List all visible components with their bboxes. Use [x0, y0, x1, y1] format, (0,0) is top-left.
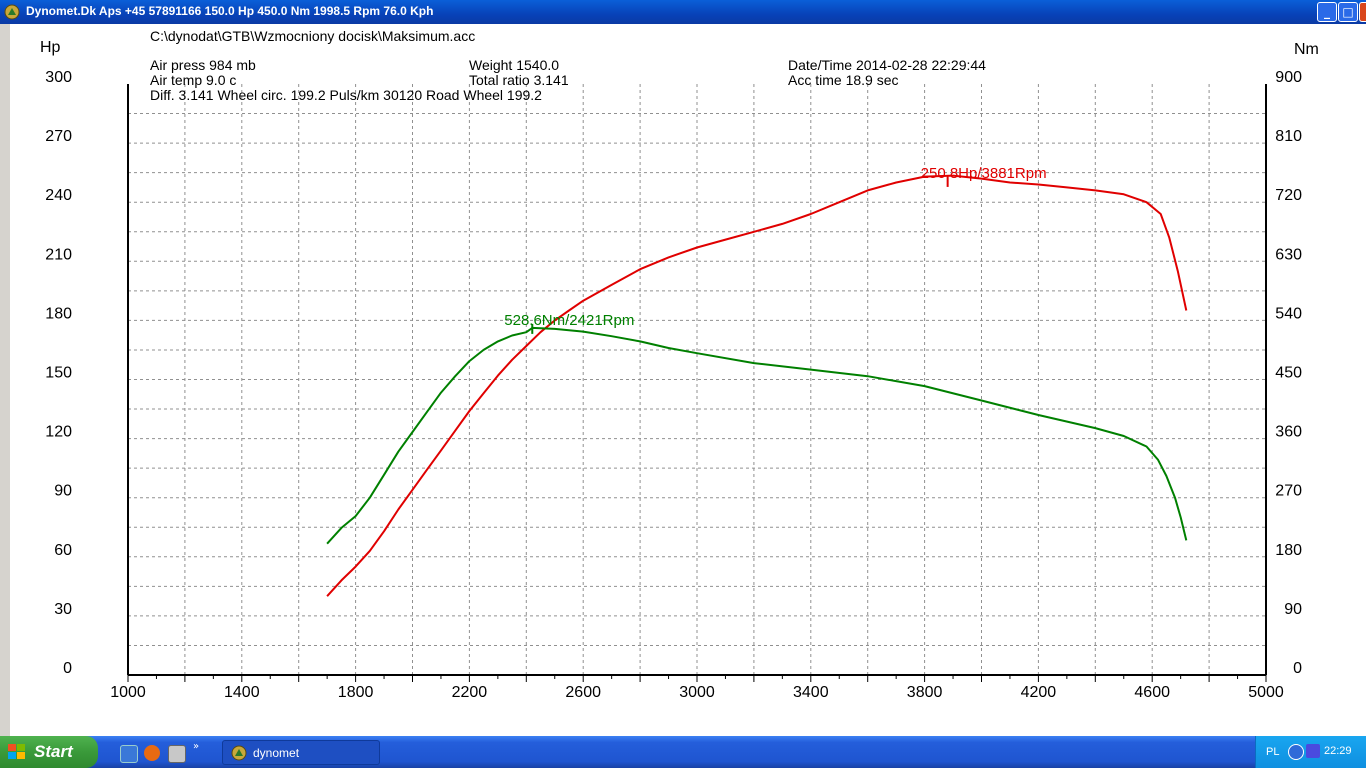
y-left-tick-label: 150 [45, 365, 72, 382]
taskbar [0, 736, 1366, 768]
chevron-expand-icon[interactable]: » [193, 741, 200, 752]
dynomet-icon [231, 745, 247, 761]
taskbar-item-label: dynomet [253, 746, 300, 760]
minimize-button[interactable]: _ [1317, 2, 1337, 22]
app-icon [4, 4, 20, 20]
y-right-tick-label: 810 [1275, 128, 1302, 145]
y-left-tick-label: 180 [45, 305, 72, 322]
y-right-tick-label: 720 [1275, 187, 1302, 204]
windows-flag-icon [8, 744, 25, 759]
firefox-icon[interactable] [144, 745, 160, 761]
help-icon[interactable] [1288, 744, 1304, 760]
show-desktop-icon[interactable] [120, 745, 138, 763]
maximize-button[interactable]: □ [1338, 2, 1358, 22]
x-tick-label: 4200 [1021, 684, 1057, 701]
power-curve [326, 174, 1188, 597]
x-tick-label: 3800 [907, 684, 943, 701]
torque-curve [326, 326, 1188, 545]
series [326, 174, 1188, 597]
y-right-tick-label: 270 [1275, 483, 1302, 500]
window-title: Dynomet.Dk Aps +45 57891166 150.0 Hp 450… [26, 4, 434, 18]
x-tick-label: 3000 [679, 684, 715, 701]
x-tick-label: 1800 [338, 684, 374, 701]
clock: 22:29 [1324, 745, 1352, 757]
y-right-tick-label: 450 [1275, 365, 1302, 382]
close-button[interactable] [1359, 2, 1366, 22]
tray-app-icon[interactable] [1306, 744, 1320, 758]
y-right-tick-label: 0 [1293, 660, 1302, 677]
y-right-tick-label: 630 [1275, 246, 1302, 263]
air-press: Air press 984 mb [150, 57, 256, 73]
x-tick-label: 2600 [565, 684, 601, 701]
app-quicklaunch-icon[interactable] [168, 745, 186, 763]
acc-time: Acc time 18.9 sec [788, 72, 899, 88]
peak-torque-label: 528.6Nm/2421Rpm [504, 312, 634, 329]
y-left-tick-label: 90 [54, 483, 72, 500]
y-right-axis-label: Nm [1294, 41, 1319, 58]
y-left-tick-label: 120 [45, 424, 72, 441]
x-tick-label: 3400 [793, 684, 829, 701]
labels: 1000 1400 1800 2200 2600 3000 3400 3800 4200 4600… [40, 39, 1319, 701]
grid [128, 84, 1266, 675]
y-left-tick-label: 0 [63, 660, 72, 677]
x-tick-label: 5000 [1248, 684, 1284, 701]
y-right-tick-label: 90 [1284, 601, 1302, 618]
y-left-axis-label: Hp [40, 39, 61, 56]
y-right-tick-label: 180 [1275, 542, 1302, 559]
title-bar[interactable]: Dynomet.Dk Aps +45 57891166 150.0 Hp 450… [0, 0, 1366, 24]
power-torque-chart: 1000 1400 1800 2200 2600 3000 3400 3800 4200 4600… [40, 39, 1319, 701]
y-left-tick-label: 240 [45, 187, 72, 204]
weight: Weight 1540.0 [469, 57, 560, 73]
x-tick-label: 4600 [1134, 684, 1170, 701]
y-right-tick-label: 900 [1275, 69, 1302, 86]
air-temp: Air temp 9.0 c [150, 72, 237, 88]
y-left-tick-label: 30 [54, 601, 72, 618]
x-tick-label: 1400 [224, 684, 260, 701]
date-time: Date/Time 2014-02-28 22:29:44 [788, 57, 986, 73]
taskbar-item-dynomet[interactable]: dynomet [222, 740, 380, 765]
y-left-tick-label: 300 [45, 69, 72, 86]
y-left-tick-label: 210 [45, 246, 72, 263]
y-right-tick-label: 360 [1275, 424, 1302, 441]
file-path: C:\dynodat\GTB\Wzmocniony docisk\Maksimu… [150, 28, 476, 44]
diff-info: Diff. 3.141 Wheel circ. 199.2 Puls/km 30… [150, 87, 542, 103]
peak-power-label: 250.8Hp/3881Rpm [921, 165, 1047, 182]
y-left-tick-label: 270 [45, 128, 72, 145]
start-label: Start [34, 742, 73, 761]
y-right-tick-label: 540 [1275, 305, 1302, 322]
axes [127, 84, 1267, 682]
start-button[interactable]: Start [0, 736, 98, 768]
language-indicator[interactable]: PL [1266, 746, 1280, 758]
dyno-chart-panel: 1000 1400 1800 2200 2600 3000 3400 3800 4200 4600… [10, 24, 1366, 736]
y-left-tick-label: 60 [54, 542, 72, 559]
total-ratio: Total ratio 3.141 [469, 72, 569, 88]
system-tray: PL 22:29 [1255, 736, 1366, 768]
x-tick-label: 1000 [110, 684, 146, 701]
left-frame-strip [0, 24, 10, 736]
x-tick-label: 2200 [452, 684, 488, 701]
